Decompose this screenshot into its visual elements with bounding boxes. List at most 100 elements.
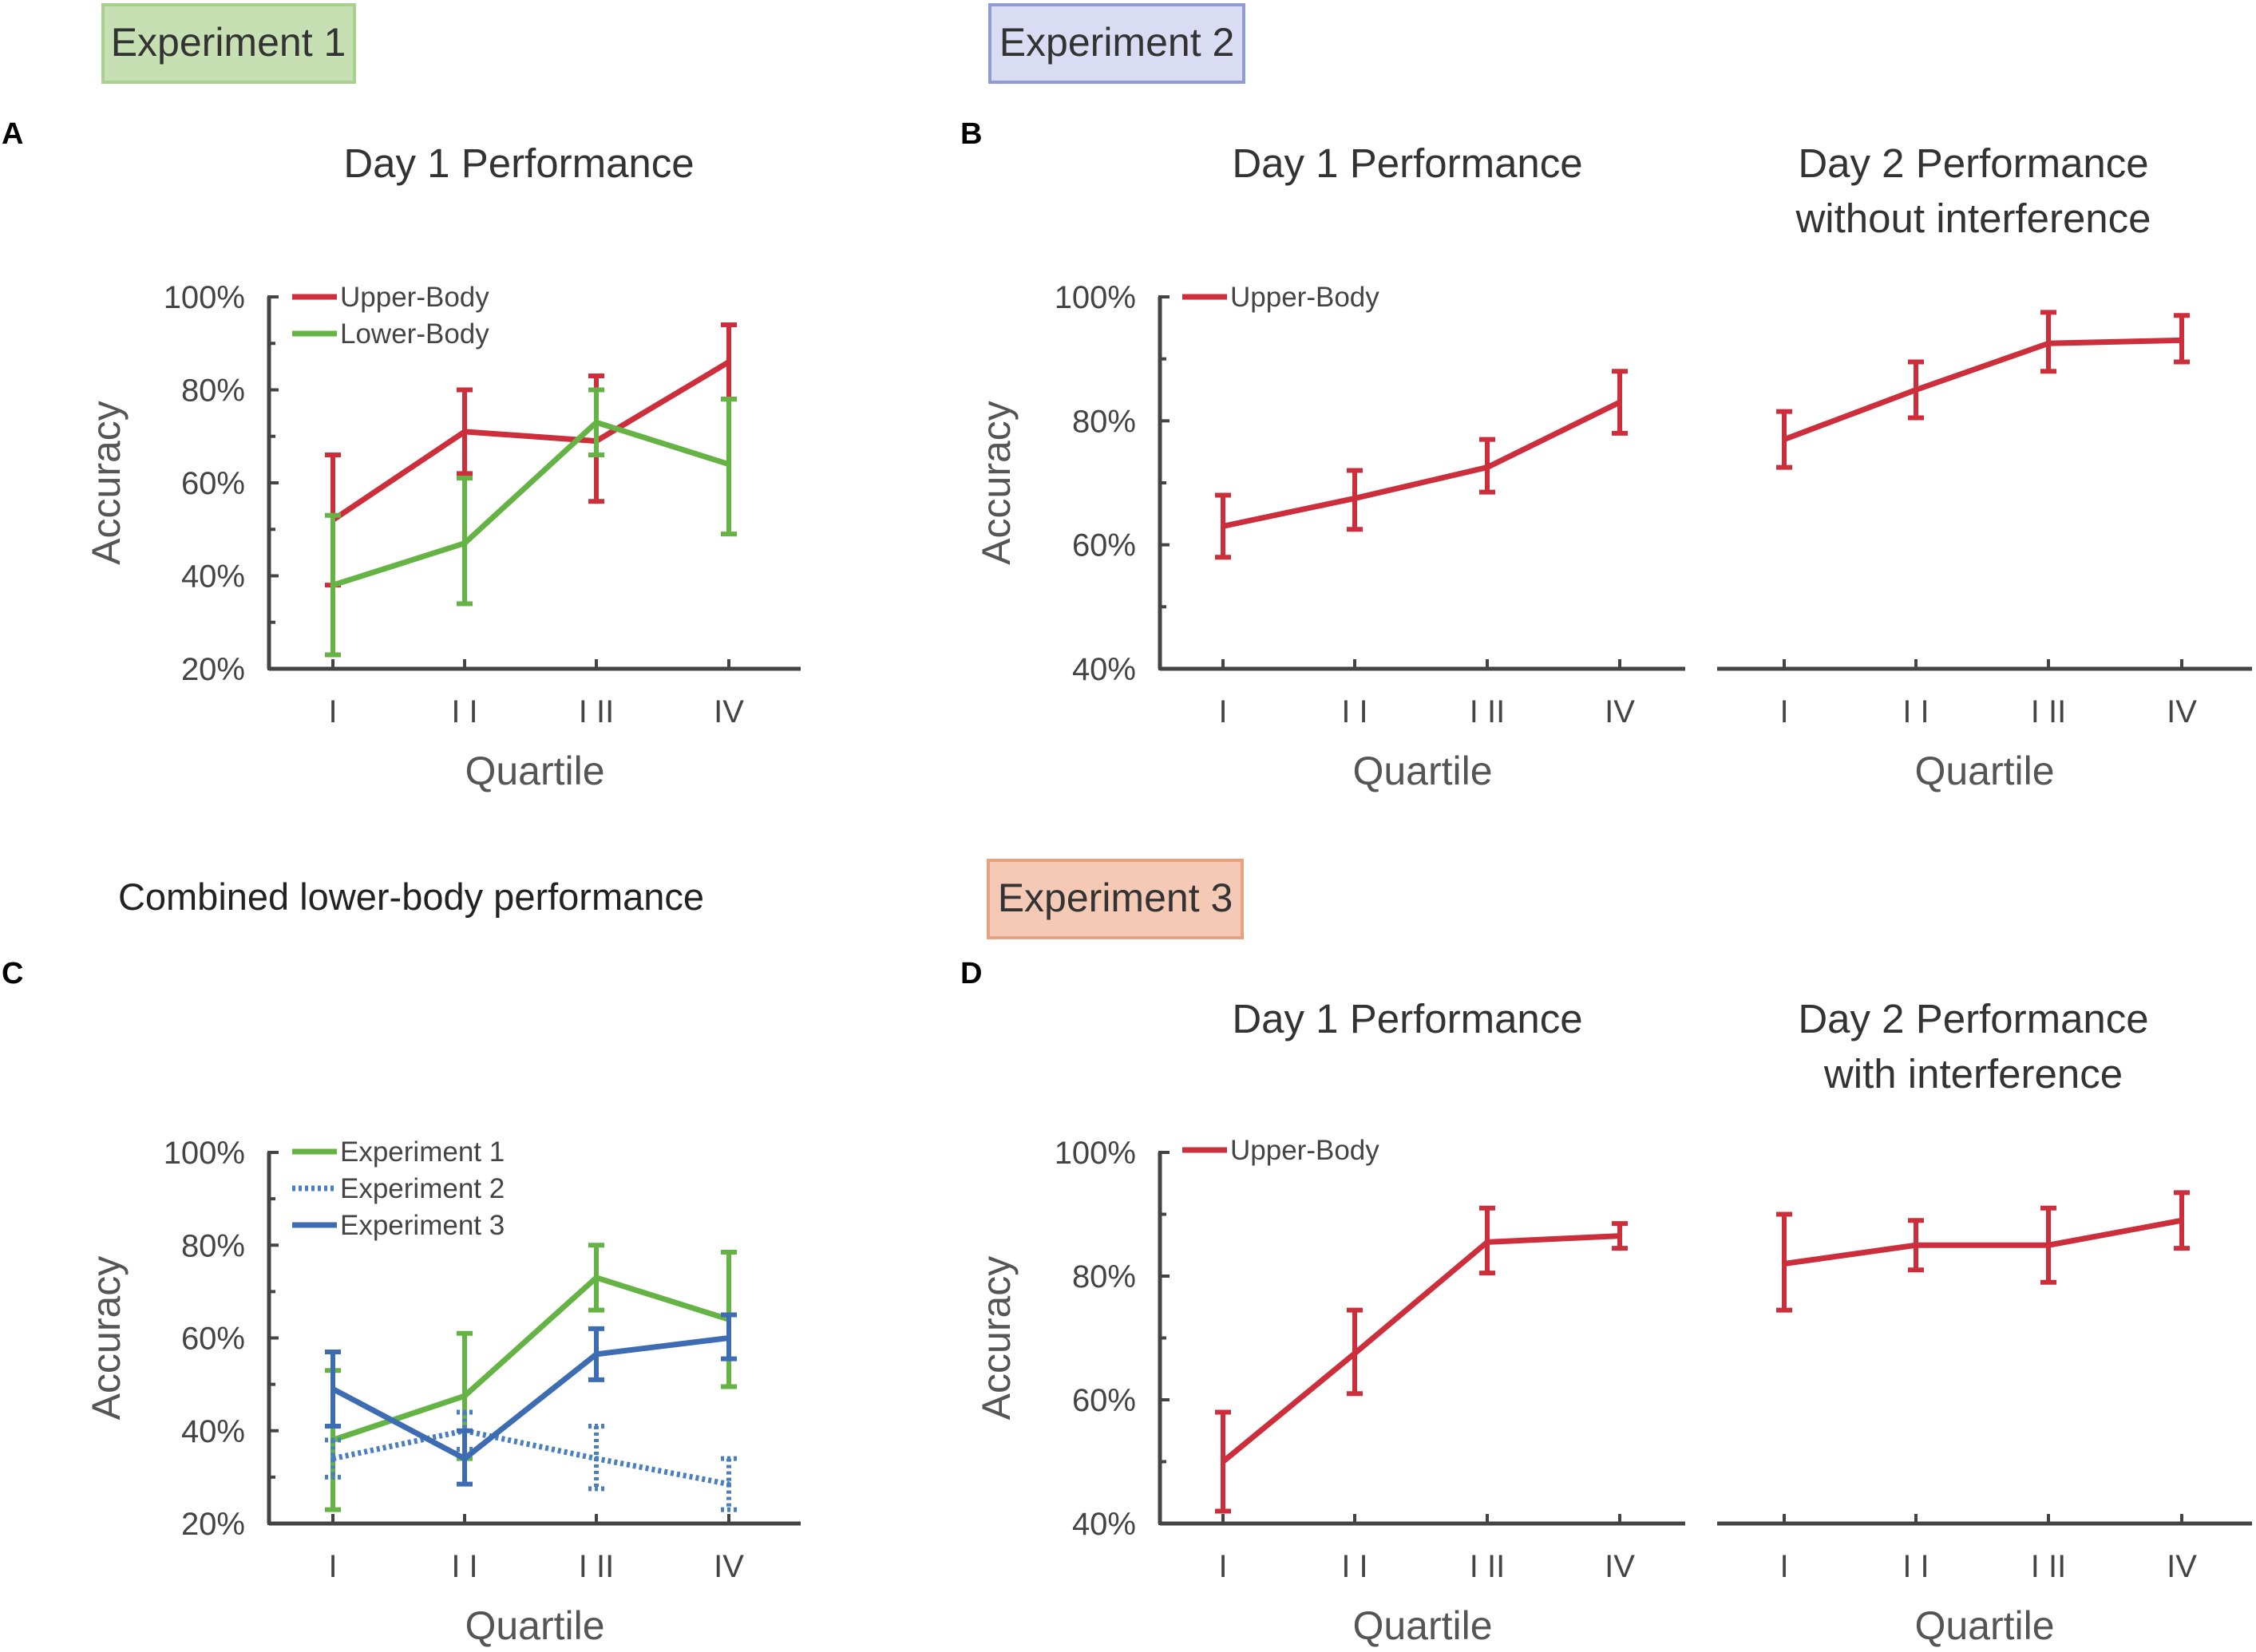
data-point-d2-upper-body: [1782, 1261, 1787, 1267]
series-line-b1-upper-body: [1222, 399, 1621, 529]
panel-letter-b: B: [960, 117, 982, 151]
x-tick-label-a: I I: [451, 694, 477, 729]
x-tick-label-a: IV: [714, 694, 744, 729]
data-point-d1-upper-body: [1221, 1459, 1225, 1464]
y-tick-label-d1: 80%: [1072, 1259, 1136, 1294]
y-tick-label-a: 80%: [181, 373, 245, 409]
y-axis-title-c: Accuracy: [84, 1256, 129, 1421]
y-tick-label-d1: 60%: [1072, 1383, 1136, 1418]
x-tick-label-b1: I: [1218, 694, 1227, 729]
data-point-c-experiment-3: [594, 1351, 599, 1357]
series-line-c-experiment-2: [332, 1428, 730, 1488]
x-tick-label-b2: I II: [2031, 694, 2066, 729]
chart-title-line: Day 2 Performance: [1798, 996, 2148, 1041]
experiment-3-badge-box: [987, 859, 1244, 939]
series-line-b2-upper-body: [1783, 337, 2183, 442]
data-point-b1-upper-body: [1352, 496, 1357, 501]
legend-label-d1-upper-body: Upper-Body: [1230, 1135, 1379, 1166]
chart-panel-b-day2: Day 2 Performance without interference I I …: [1717, 140, 2252, 793]
x-axis-title-a: Quartile: [465, 749, 604, 793]
series-line-d2-upper-body: [1783, 1217, 2183, 1267]
experiment-1-badge: Experiment 1: [101, 3, 356, 84]
y-tick-label-a: 20%: [181, 652, 245, 687]
experiment-2-badge-label: Experiment 2: [999, 20, 1235, 65]
y-tick-label-b1: 60%: [1072, 528, 1136, 563]
chart-title-d1: Day 1 Performance: [1232, 996, 1582, 1041]
x-tick-label-a: I: [328, 694, 337, 729]
x-tick-label-d1: IV: [1605, 1549, 1635, 1584]
x-tick-label-d2: I I: [1902, 1549, 1929, 1584]
y-axis-title-a: Accuracy: [84, 401, 129, 565]
y-tick-label-a: 40%: [181, 559, 245, 595]
panel-letter-c: C: [2, 957, 23, 990]
series-line-c-experiment-1: [331, 1275, 730, 1443]
x-tick-label-b2: I: [1779, 694, 1788, 729]
chart-title-line: Day 1 Performance: [1232, 140, 1582, 186]
x-tick-label-d2: I II: [2031, 1549, 2066, 1584]
chart-title-line: without interference: [1795, 196, 2151, 241]
chart-title-b2: Day 2 Performance without interference: [1795, 140, 2151, 241]
chart-title-a: Day 1 Performance: [343, 140, 694, 186]
y-tick-label-d1: 40%: [1072, 1507, 1136, 1542]
x-tick-label-b1: I I: [1341, 694, 1367, 729]
chart-panel-b-day1: Day 1 Performance 40% 60% 80% 100% I I I I II IV…: [974, 140, 1685, 793]
data-point-b1-upper-body: [1221, 524, 1225, 529]
data-point-d2-upper-body: [2046, 1243, 2051, 1248]
data-point-c-experiment-2: [726, 1481, 731, 1487]
data-point-a-lower-body: [726, 461, 731, 467]
experiment-2-badge: Experiment 2: [988, 3, 1245, 84]
y-tick-label-c: 20%: [181, 1507, 245, 1542]
x-tick-label-d2: I: [1779, 1549, 1788, 1584]
data-point-b2-upper-body: [2046, 341, 2051, 346]
x-tick-label-a: I II: [579, 694, 614, 729]
y-tick-label-c: 60%: [181, 1322, 245, 1357]
x-tick-label-b2: IV: [2167, 694, 2197, 729]
legend-label-c-experiment-2: Experiment 2: [340, 1173, 505, 1204]
y-tick-label-a: 100%: [164, 280, 245, 315]
data-point-c-experiment-3: [462, 1456, 467, 1461]
data-point-c-experiment-3: [726, 1335, 731, 1341]
y-tick-label-a: 60%: [181, 466, 245, 501]
x-axis-title-b2: Quartile: [1914, 749, 2054, 793]
y-tick-label-c: 80%: [181, 1228, 245, 1263]
x-tick-label-d2: IV: [2167, 1549, 2197, 1584]
x-tick-label-d1: I II: [1470, 1549, 1505, 1584]
y-tick-label-c: 40%: [181, 1414, 245, 1449]
panel-letter-d: D: [960, 957, 982, 990]
y-tick-label-c: 100%: [164, 1136, 245, 1171]
y-axis-title-d1: Accuracy: [974, 1256, 1019, 1421]
legend-label-c-experiment-1: Experiment 1: [340, 1136, 505, 1168]
x-axis-title-d1: Quartile: [1352, 1603, 1492, 1648]
data-point-a-upper-body: [462, 429, 467, 434]
data-point-b2-upper-body: [1782, 437, 1787, 442]
chart-panel-c: 20% 40% 60% 80% 100% I I I I II IV Quartile Accura…: [84, 1136, 801, 1648]
data-point-b2-upper-body: [1914, 387, 1918, 393]
data-point-d2-upper-body: [1914, 1243, 1918, 1248]
data-point-d1-upper-body: [1352, 1350, 1357, 1356]
series-line-c-experiment-3: [331, 1335, 730, 1462]
legend-label-c-experiment-3: Experiment 3: [340, 1210, 505, 1241]
x-tick-label-c: I: [328, 1549, 337, 1584]
experiment-3-badge-label: Experiment 3: [998, 875, 1233, 920]
x-axis-title-c: Quartile: [465, 1603, 604, 1648]
series-line-d1-upper-body: [1221, 1233, 1621, 1464]
y-axis-title-b1: Accuracy: [974, 401, 1019, 565]
legend-label-a-upper-body: Upper-Body: [340, 282, 489, 313]
x-tick-label-b2: I I: [1902, 694, 1929, 729]
x-tick-label-b1: IV: [1605, 694, 1635, 729]
x-tick-label-c: IV: [714, 1549, 744, 1584]
x-tick-label-d1: I: [1218, 1549, 1227, 1584]
chart-title-line: with interference: [1823, 1051, 2123, 1097]
experiment-1-badge-label: Experiment 1: [111, 20, 346, 65]
experiment-2-badge-box: [988, 3, 1245, 84]
x-tick-label-b1: I II: [1470, 694, 1505, 729]
data-point-c-experiment-2: [594, 1456, 599, 1461]
y-tick-label-d1: 100%: [1055, 1136, 1136, 1171]
data-point-a-upper-body: [726, 359, 731, 365]
panel-letter-a: A: [2, 117, 23, 151]
chart-panel-d-day2: Day 2 Performance with interference I I I I …: [1717, 996, 2252, 1648]
data-point-d1-upper-body: [1617, 1233, 1622, 1239]
chart-title-line: Day 1 Performance: [1232, 996, 1582, 1041]
